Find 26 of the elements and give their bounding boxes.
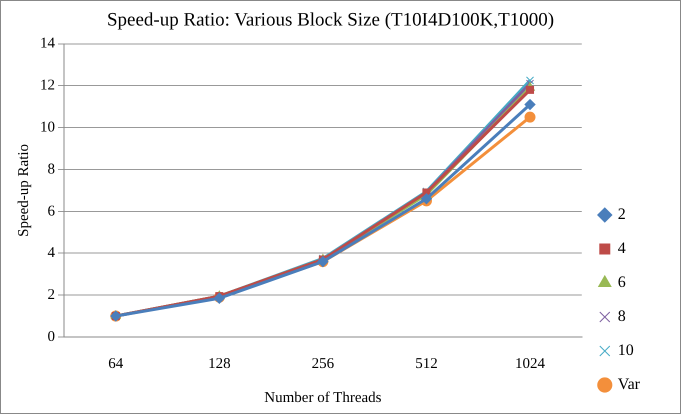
legend-label: 8: [618, 308, 626, 326]
legend-label: 10: [618, 342, 634, 360]
y-tick-label: 6: [48, 203, 56, 220]
point: [526, 76, 534, 84]
y-tick-label: 12: [40, 78, 55, 94]
y-tick-label: 8: [48, 161, 55, 178]
chart-title: Speed-up Ratio: Various Block Size (T10I4D100K,T1000): [106, 9, 554, 30]
y-tick-label: 14: [40, 36, 56, 52]
x-tick-label: 64: [108, 356, 124, 372]
legend-label: Var: [618, 376, 641, 394]
y-tick-label: 2: [48, 287, 55, 304]
point: [524, 99, 536, 110]
y-tick-label: 0: [48, 328, 55, 345]
x-axis-title: Number of Threads: [264, 390, 382, 406]
x-tick-label: 128: [208, 356, 231, 372]
point: [524, 112, 536, 123]
x-tick-label: 256: [312, 356, 335, 372]
y-axis-title: Speed-up Ratio: [16, 144, 32, 237]
y-tick-label: 10: [40, 120, 55, 136]
point: [526, 86, 534, 94]
legend-label: 6: [618, 274, 626, 292]
legend-label: 4: [618, 240, 626, 258]
y-tick-label: 4: [48, 245, 56, 262]
legend-label: 2: [618, 206, 626, 224]
x-tick-label: 1024: [515, 356, 546, 372]
x-tick-label: 512: [415, 356, 438, 372]
